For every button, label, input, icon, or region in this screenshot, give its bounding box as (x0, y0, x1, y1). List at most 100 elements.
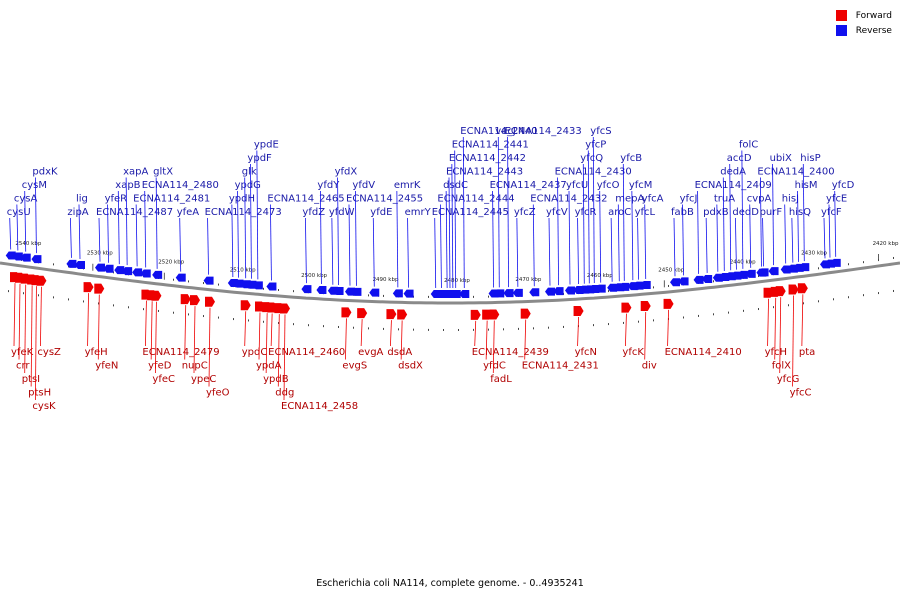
reverse-gene-label: emrY (405, 207, 432, 218)
gene-label-leader (270, 204, 272, 281)
reverse-gene-label: pdxB (703, 207, 729, 218)
reverse-gene-label: ECNA114_2442 (449, 153, 526, 164)
gene-label-leader (117, 190, 120, 265)
reverse-genes: cysU cysA cysM pdxK zipA lig ECNA114_2487 yfeR x… (5, 126, 855, 298)
forward-gene-arrow (341, 307, 352, 318)
minor-tick (338, 325, 339, 328)
reverse-gene-label: ECNA114_2443 (446, 167, 523, 178)
minor-tick (758, 275, 759, 278)
minor-tick (728, 311, 729, 314)
minor-tick (143, 308, 144, 311)
forward-gene-label: yfcC (790, 388, 812, 399)
forward-gene-label: ECNA114_2460 (268, 347, 345, 358)
gene-label-leader (568, 190, 571, 285)
reverse-gene-label: ubiX (770, 153, 792, 164)
minor-tick (473, 328, 474, 331)
gene-label-leader (179, 217, 182, 272)
gene-label-leader (9, 217, 12, 250)
forward-gene-label: yfcG (777, 374, 800, 385)
minor-tick (428, 328, 429, 331)
minor-tick (608, 323, 609, 326)
forward-gene-arrow (470, 309, 481, 320)
gene-label-leader (97, 294, 100, 360)
reverse-gene-arrow (702, 274, 713, 283)
forward-gene-arrow (180, 294, 191, 305)
forward-gene-arrow (489, 309, 500, 320)
reverse-gene-label: yfcE (826, 194, 847, 205)
gene-label-leader (337, 177, 339, 286)
forward-gene-label: yfdC (483, 361, 506, 372)
gene-label-leader (320, 190, 322, 285)
gene-label-leader (577, 217, 579, 285)
gene-label-leader (78, 204, 81, 260)
forward-gene-arrow (357, 308, 368, 319)
gene-label-leader (631, 190, 634, 281)
reverse-gene-arrow (20, 253, 31, 262)
reverse-gene-label: cysA (14, 194, 38, 205)
forward-gene-arrow (83, 282, 94, 293)
reverse-gene-arrow (316, 286, 327, 295)
gene-label-leader (637, 217, 639, 280)
forward-gene-label: ECNA114_2479 (142, 347, 219, 358)
minor-tick (788, 304, 789, 307)
forward-gene-label: evgA (358, 347, 383, 358)
gene-label-leader (125, 177, 128, 266)
reverse-gene-label: aroC (608, 207, 631, 218)
reverse-gene-arrow (670, 278, 680, 287)
reverse-gene-arrow (633, 281, 644, 290)
reverse-gene-label: ypdH (229, 194, 255, 205)
reverse-gene-label: lig (76, 194, 88, 205)
forward-gene-label: crr (16, 361, 30, 372)
minor-tick (188, 313, 189, 316)
minor-tick (758, 308, 759, 311)
gene-label-leader (98, 217, 101, 262)
minor-tick (278, 322, 279, 325)
gene-label-leader (155, 301, 157, 374)
minor-tick (893, 289, 894, 292)
gene-label-leader (797, 190, 799, 262)
gene-label-leader (524, 319, 527, 360)
reverse-gene-arrow (103, 264, 114, 273)
reverse-gene-label: zipA (67, 207, 88, 218)
gene-label-leader (599, 190, 602, 283)
gene-label-leader (150, 301, 153, 360)
reverse-gene-label: yfdE (370, 207, 392, 218)
minor-tick (878, 292, 879, 295)
forward-gene-label: yfcN (575, 347, 597, 358)
reverse-gene-label: ECNA114_2481 (133, 194, 210, 205)
gene-label-leader (70, 217, 72, 258)
gene-label-leader (622, 163, 625, 281)
gene-label-leader (331, 217, 334, 285)
forward-gene-label: ypdA (256, 361, 282, 372)
reverse-gene-label: yfdZ (302, 207, 325, 218)
minor-tick (53, 296, 54, 299)
gene-label-leader (40, 286, 42, 347)
gene-label-leader (283, 314, 286, 401)
gene-label-leader (497, 136, 500, 288)
minor-tick (518, 327, 519, 330)
gene-label-leader (184, 305, 187, 360)
reverse-gene-label: yfcZ (514, 207, 536, 218)
gene-label-leader (24, 190, 27, 252)
gene-label-leader (492, 320, 495, 374)
minor-tick (413, 328, 414, 331)
minor-tick (443, 328, 444, 331)
minor-tick (233, 318, 234, 321)
gene-label-leader (828, 204, 831, 258)
reverse-gene-label: folC (739, 140, 758, 151)
forward-gene-label: yfeH (85, 347, 108, 358)
forward-gene-arrow (386, 309, 397, 320)
gene-label-leader (577, 317, 579, 347)
reverse-gene-arrow (640, 281, 651, 290)
gene-label-leader (474, 320, 477, 347)
forward-swatch (835, 10, 847, 21)
gene-label-leader (434, 217, 437, 288)
forward-gene-arrow (775, 286, 786, 297)
gene-label-leader (24, 284, 27, 374)
gene-label-leader (305, 217, 307, 284)
reverse-gene-label: cysM (22, 180, 47, 191)
minor-tick (293, 290, 294, 293)
reverse-gene-label: purF (760, 207, 783, 218)
forward-gene-label: yfeN (95, 361, 118, 372)
gene-label-leader (144, 190, 147, 268)
